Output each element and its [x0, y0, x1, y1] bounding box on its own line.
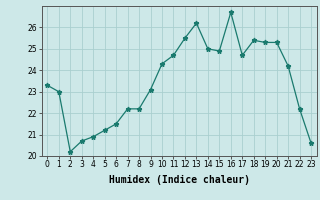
X-axis label: Humidex (Indice chaleur): Humidex (Indice chaleur) — [109, 175, 250, 185]
